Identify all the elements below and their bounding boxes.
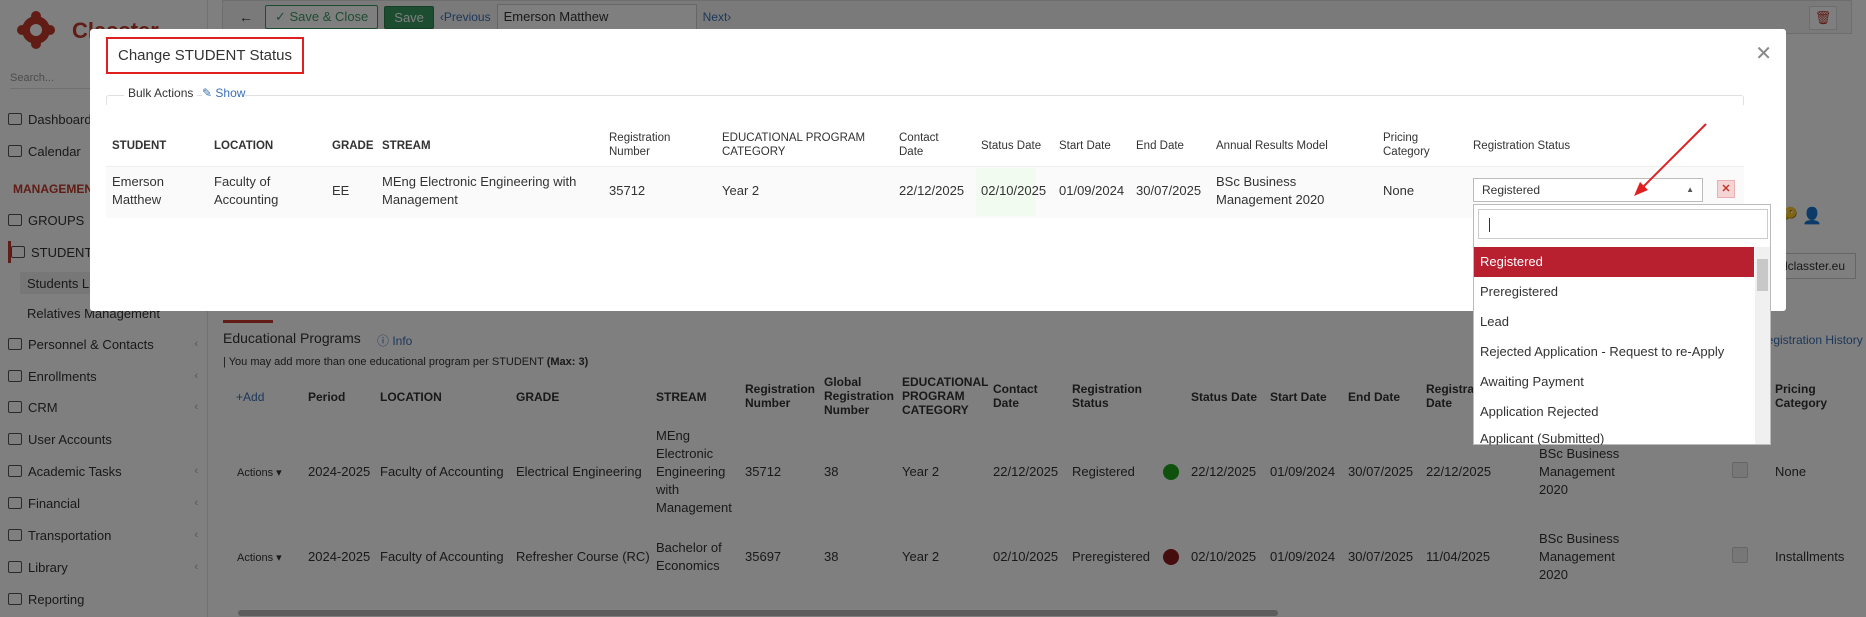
col-stream: STREAM	[382, 140, 431, 152]
remove-row-button[interactable]: ✕	[1717, 180, 1735, 198]
cell-status-date: 02/10/2025	[981, 183, 1047, 198]
dropdown-scrollbar[interactable]	[1755, 247, 1770, 444]
close-icon[interactable]: ✕	[1755, 43, 1772, 65]
col-reg-status: Registration Status	[1473, 140, 1571, 152]
cell-end-date: 30/07/2025	[1136, 183, 1202, 198]
bulk-actions-label: Bulk Actions	[124, 86, 198, 100]
option-awaiting-payment[interactable]: Awaiting Payment	[1480, 374, 1584, 389]
option-rejected-reapply[interactable]: Rejected Application - Request to re-App…	[1480, 344, 1725, 359]
col-category: EDUCATIONAL PROGRAM CATEGORY	[722, 132, 866, 158]
status-date-highlight	[976, 168, 1036, 216]
bulk-actions-fieldset	[106, 95, 1744, 105]
modal-title: Change STUDENT Status	[106, 37, 304, 74]
dropdown-search-input[interactable]	[1478, 209, 1768, 239]
cell-category: Year 2	[722, 183, 760, 198]
scrollbar-thumb[interactable]	[1757, 259, 1768, 291]
cell-reg-number: 35712	[609, 183, 646, 198]
option-registered[interactable]: Registered	[1474, 247, 1754, 277]
caret-up-icon: ▲	[1686, 185, 1694, 194]
status-dropdown: Registered Preregistered Lead Rejected A…	[1473, 204, 1771, 445]
cell-pricing: None	[1383, 183, 1415, 198]
bulk-show-link[interactable]: ✎ Show	[202, 86, 246, 100]
col-pricing: Pricing Category	[1383, 132, 1430, 158]
cell-contact-date: 22/12/2025	[899, 183, 965, 198]
cell-location: Faculty of Accounting	[214, 174, 279, 207]
col-reg-number: Registration Number	[609, 132, 671, 158]
col-grade: GRADE	[332, 140, 374, 152]
cell-grade: EE	[332, 183, 350, 198]
col-end-date: End Date	[1136, 140, 1184, 152]
col-status-date: Status Date	[981, 140, 1042, 152]
option-application-rejected[interactable]: Application Rejected	[1480, 404, 1599, 419]
col-model: Annual Results Model	[1216, 140, 1328, 152]
cell-start-date: 01/09/2024	[1059, 183, 1125, 198]
option-lead[interactable]: Lead	[1480, 314, 1509, 329]
text-cursor	[1489, 218, 1490, 232]
option-preregistered[interactable]: Preregistered	[1480, 284, 1559, 299]
cell-model: BSc Business Management 2020	[1216, 174, 1325, 207]
change-status-modal: Change STUDENT Status ✕ Bulk Actions ✎ S…	[90, 29, 1786, 311]
col-start-date: Start Date	[1059, 140, 1111, 152]
col-contact-date: Contact Date	[899, 132, 939, 158]
col-location: LOCATION	[214, 140, 274, 152]
table-row	[106, 166, 1744, 218]
annotation-arrow-icon	[1634, 123, 1707, 196]
cell-stream: MEng Electronic Engineering with Managem…	[382, 174, 577, 207]
option-applicant-submitted[interactable]: Applicant (Submitted)	[1480, 431, 1605, 445]
cell-student: Emerson Matthew	[112, 174, 165, 207]
col-student: STUDENT	[112, 140, 167, 152]
registration-status-select[interactable]: Registered ▲	[1473, 178, 1703, 202]
